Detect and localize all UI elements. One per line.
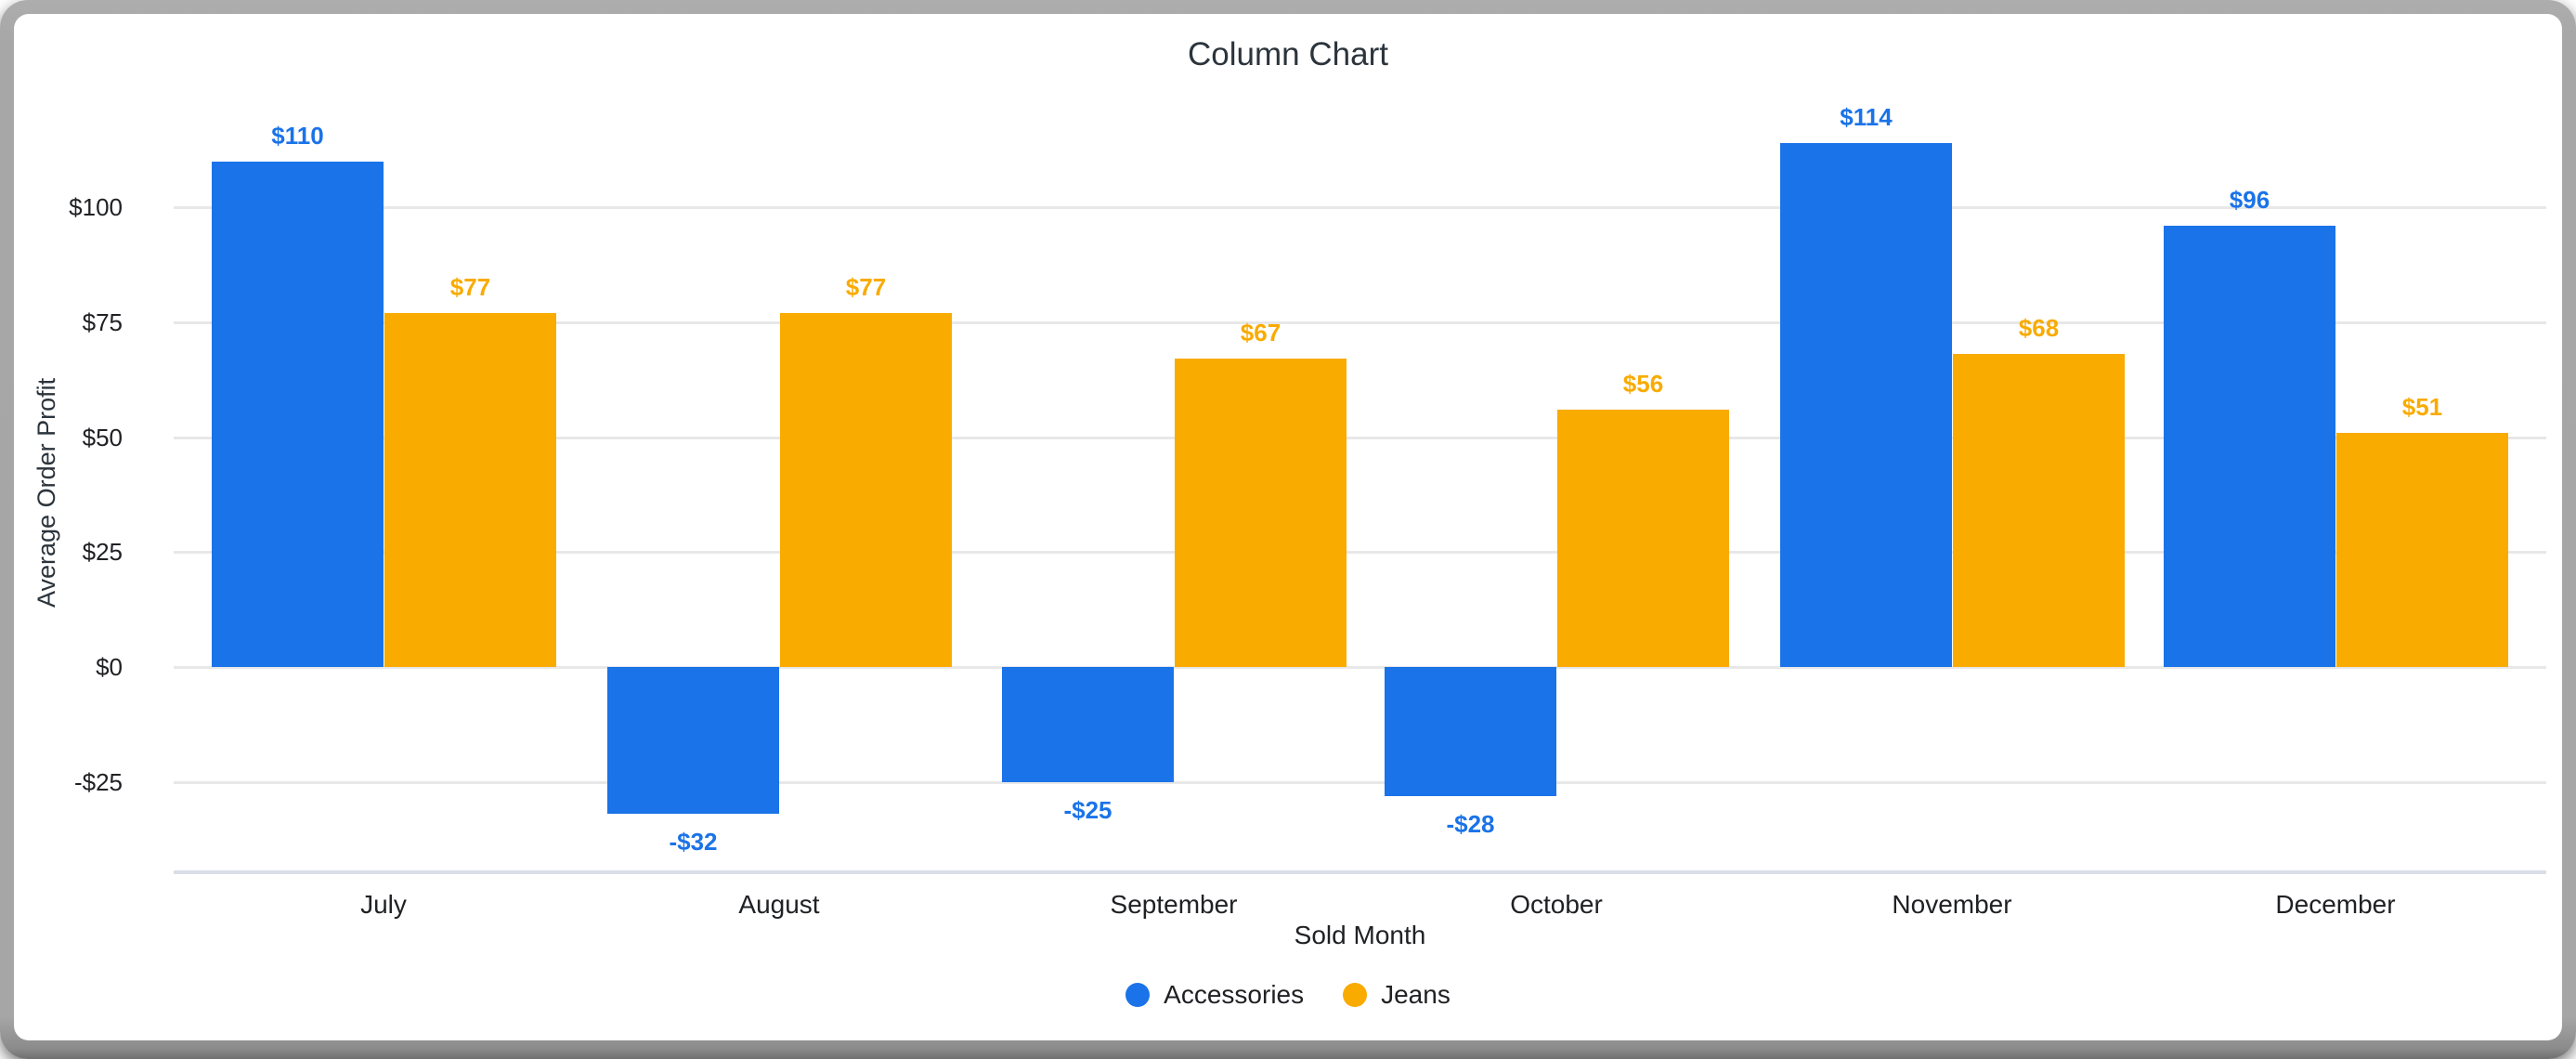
x-tick-label-november: November <box>1892 890 2012 919</box>
bar-label-accessories-september: -$25 <box>1063 795 1112 824</box>
bar-label-jeans-august: $77 <box>845 272 887 301</box>
x-tick-label-october: October <box>1510 890 1603 919</box>
gridline--25 <box>174 780 2546 784</box>
bar-jeans-august[interactable] <box>780 312 952 667</box>
legend: Accessories Jeans <box>14 980 2562 1010</box>
gridline--100 <box>174 206 2546 209</box>
y-tick-label--0: $0 <box>96 653 123 681</box>
x-tick-label-september: September <box>1110 890 1238 919</box>
x-axis-title: Sold Month <box>1294 921 1426 949</box>
bar-label-jeans-october: $56 <box>1622 369 1664 398</box>
bar-jeans-november[interactable] <box>1953 354 2125 667</box>
bar-label-accessories-december: $96 <box>2229 185 2270 214</box>
bar-jeans-december[interactable] <box>2336 432 2508 667</box>
bar-accessories-november[interactable] <box>1780 142 1952 667</box>
x-tick-label-august: August <box>738 890 820 919</box>
legend-label-jeans: Jeans <box>1381 980 1451 1009</box>
bar-accessories-july[interactable] <box>212 161 384 667</box>
bar-accessories-december[interactable] <box>2164 225 2335 667</box>
legend-swatch-accessories <box>1125 983 1151 1007</box>
y-tick-label--100: $100 <box>69 193 123 221</box>
bar-label-jeans-july: $77 <box>449 272 491 301</box>
bar-label-accessories-august: -$32 <box>669 828 718 856</box>
x-axis-line <box>174 870 2546 874</box>
legend-item-jeans[interactable]: Jeans <box>1343 980 1451 1010</box>
bar-label-jeans-september: $67 <box>1240 319 1281 347</box>
x-tick-label-december: December <box>2275 890 2396 919</box>
bar-label-jeans-december: $51 <box>2401 392 2443 421</box>
chart-card: Column Chart Average Order Profit $100 $7… <box>14 14 2562 1040</box>
y-tick-label--25: $25 <box>82 538 123 567</box>
y-tick-label--25: -$25 <box>73 767 123 796</box>
bar-label-accessories-november: $114 <box>1840 102 1893 131</box>
gridline--50 <box>174 436 2546 439</box>
chart-title: Column Chart <box>1188 36 1388 72</box>
bar-label-accessories-july: $110 <box>271 121 324 150</box>
x-tick-label-july: July <box>360 890 407 919</box>
bar-accessories-september[interactable] <box>1002 667 1174 782</box>
legend-item-accessories[interactable]: Accessories <box>1125 980 1304 1010</box>
bar-jeans-july[interactable] <box>384 312 556 667</box>
plot-area: $100 $75 $50 $25 $0 -$25 $110 -$32 -$25 -$28 $114 $… <box>14 14 2562 1040</box>
y-tick-label--50: $50 <box>82 423 123 451</box>
bar-jeans-september[interactable] <box>1175 359 1347 667</box>
bar-jeans-october[interactable] <box>1557 409 1729 667</box>
gridline--0 <box>174 666 2546 669</box>
gridline--25 <box>174 551 2546 555</box>
legend-swatch-jeans <box>1343 983 1368 1007</box>
gridline--75 <box>174 320 2546 324</box>
bar-label-jeans-november: $68 <box>2018 314 2060 343</box>
bar-accessories-october[interactable] <box>1385 667 1556 796</box>
bar-accessories-august[interactable] <box>607 667 779 815</box>
y-tick-label--75: $75 <box>82 307 123 336</box>
legend-label-accessories: Accessories <box>1164 980 1305 1009</box>
bar-label-accessories-october: -$28 <box>1446 809 1495 838</box>
